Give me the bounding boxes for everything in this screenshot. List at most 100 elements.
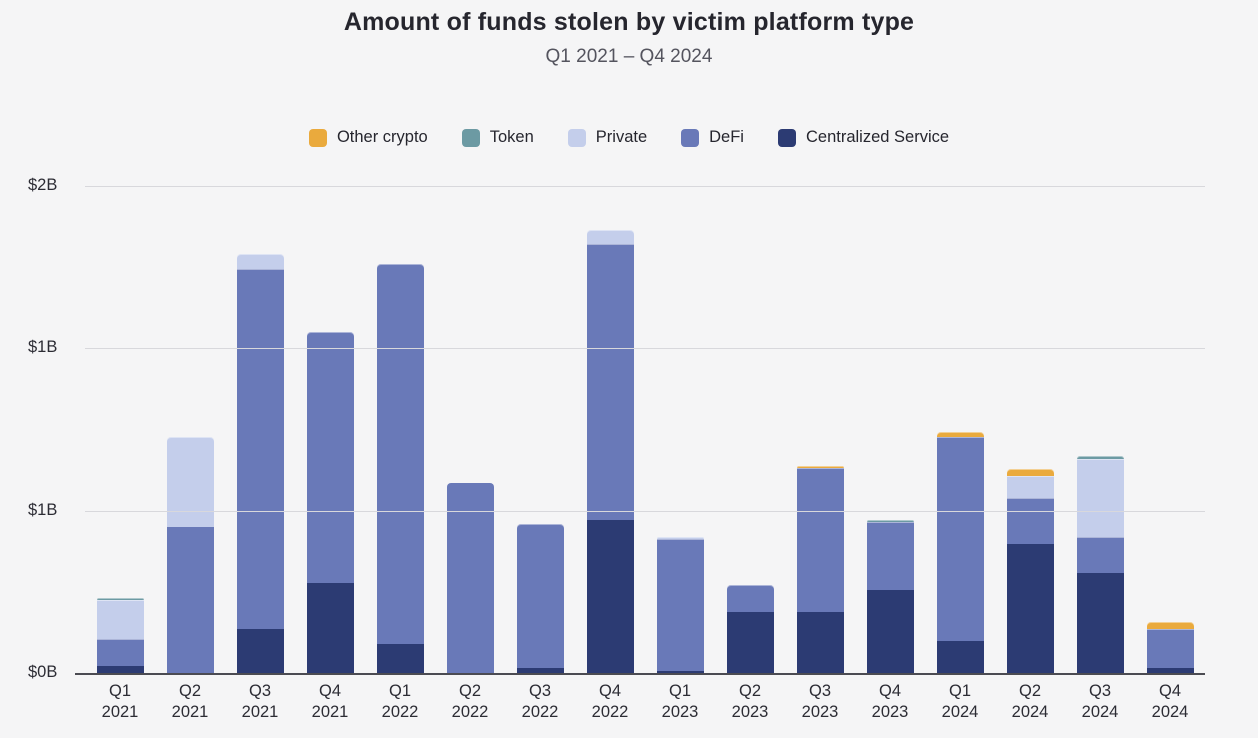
bar-segment-centralized-service xyxy=(1076,573,1124,673)
x-tick-quarter: Q3 xyxy=(808,682,831,700)
legend-swatch-icon xyxy=(308,128,327,147)
x-tick-label-q1-2022: Q1 2022 xyxy=(365,681,435,723)
bar-segment-other-crypto xyxy=(1146,621,1194,630)
bar-segment-other-crypto xyxy=(796,466,844,469)
bar-segment-defi xyxy=(1146,629,1194,669)
bar-segment-other-crypto xyxy=(936,431,984,437)
x-tick-year: 2022 xyxy=(521,703,559,722)
bar-segment-centralized-service xyxy=(1146,668,1194,673)
x-tick-year: 2024 xyxy=(1151,703,1189,722)
bar-segment-private xyxy=(1076,458,1124,537)
bar-segment-centralized-service xyxy=(96,665,144,673)
plot-area xyxy=(75,186,1205,675)
bar-segment-defi xyxy=(516,524,564,669)
x-tick-quarter: Q1 xyxy=(388,682,411,700)
x-tick-label-q3-2021: Q3 2021 xyxy=(225,681,295,723)
bar-segment-private xyxy=(656,536,704,540)
legend-item-other-crypto: Other crypto xyxy=(308,128,428,147)
bar-stack xyxy=(376,263,424,673)
bar-stack xyxy=(236,254,284,673)
bar-stack xyxy=(446,483,494,673)
x-tick-year: 2021 xyxy=(171,703,209,722)
bar-segment-defi xyxy=(236,268,284,630)
bar-slot-q4-2023 xyxy=(855,186,925,673)
bar-slot-q2-2023 xyxy=(715,186,785,673)
bar-stack xyxy=(726,585,774,673)
legend-swatch-icon xyxy=(681,128,700,147)
x-tick-quarter: Q2 xyxy=(1018,682,1041,700)
bar-segment-token xyxy=(1076,456,1124,459)
bar-segment-defi xyxy=(96,638,144,666)
bar-slot-q2-2022 xyxy=(435,186,505,673)
bar-stack xyxy=(656,536,704,673)
legend-label: DeFi xyxy=(709,128,744,146)
x-tick-quarter: Q1 xyxy=(668,682,691,700)
bar-segment-centralized-service xyxy=(1006,543,1054,673)
x-tick-year: 2021 xyxy=(241,703,279,722)
bar-slot-q1-2021 xyxy=(85,186,155,673)
bars-container xyxy=(85,186,1205,673)
x-tick-year: 2023 xyxy=(661,703,699,722)
bar-segment-private xyxy=(236,254,284,269)
bar-segment-defi xyxy=(866,522,914,591)
bar-segment-centralized-service xyxy=(726,612,774,673)
bar-slot-q1-2023 xyxy=(645,186,715,673)
x-tick-quarter: Q3 xyxy=(1088,682,1111,700)
x-tick-year: 2024 xyxy=(1011,703,1049,722)
bar-slot-q1-2024 xyxy=(925,186,995,673)
bar-segment-centralized-service xyxy=(236,629,284,673)
bar-stack xyxy=(796,466,844,673)
x-tick-quarter: Q2 xyxy=(738,682,761,700)
bar-slot-q4-2021 xyxy=(295,186,365,673)
legend-item-token: Token xyxy=(461,128,534,147)
bar-segment-defi xyxy=(936,436,984,642)
x-tick-year: 2022 xyxy=(591,703,629,722)
bar-stack xyxy=(96,597,144,673)
bar-segment-centralized-service xyxy=(306,582,354,673)
bar-segment-defi xyxy=(376,263,424,644)
gridline xyxy=(85,348,1205,350)
bar-slot-q3-2024 xyxy=(1065,186,1135,673)
x-tick-year: 2022 xyxy=(451,703,489,722)
x-tick-quarter: Q3 xyxy=(528,682,551,700)
x-tick-year: 2021 xyxy=(101,703,139,722)
x-tick-label-q3-2024: Q3 2024 xyxy=(1065,681,1135,723)
bar-stack xyxy=(936,431,984,673)
bar-segment-private xyxy=(96,599,144,639)
bar-segment-centralized-service xyxy=(586,519,634,673)
legend-swatch-icon xyxy=(567,128,586,147)
legend-item-private: Private xyxy=(567,128,648,147)
gridline xyxy=(85,510,1205,512)
bar-slot-q3-2022 xyxy=(505,186,575,673)
bar-segment-centralized-service xyxy=(936,641,984,673)
bar-segment-token xyxy=(866,519,914,523)
bar-slot-q4-2022 xyxy=(575,186,645,673)
x-tick-quarter: Q4 xyxy=(318,682,341,700)
x-axis-labels: Q1 2021 Q2 2021 Q3 2021 Q4 2021 Q1 2022 Q2 2022 Q3 20… xyxy=(85,681,1205,723)
x-tick-label-q2-2024: Q2 2024 xyxy=(995,681,1065,723)
legend-label: Other crypto xyxy=(336,128,428,146)
bar-segment-defi xyxy=(1006,497,1054,544)
legend-swatch-icon xyxy=(777,128,796,147)
bar-stack xyxy=(306,332,354,673)
x-tick-year: 2024 xyxy=(941,703,979,722)
x-tick-label-q3-2022: Q3 2022 xyxy=(505,681,575,723)
bar-stack xyxy=(586,229,634,673)
x-tick-quarter: Q2 xyxy=(458,682,481,700)
chart-subtitle: Q1 2021 – Q4 2024 xyxy=(545,46,713,67)
legend-label: Private xyxy=(595,128,648,146)
bar-slot-q4-2024 xyxy=(1135,186,1205,673)
x-tick-quarter: Q1 xyxy=(948,682,971,700)
x-tick-quarter: Q3 xyxy=(248,682,271,700)
legend-item-centralized-service: Centralized Service xyxy=(777,128,949,147)
x-tick-label-q3-2023: Q3 2023 xyxy=(785,681,855,723)
bar-segment-centralized-service xyxy=(866,590,914,673)
bar-segment-defi xyxy=(446,483,494,673)
bar-segment-defi xyxy=(656,539,704,671)
bar-slot-q3-2023 xyxy=(785,186,855,673)
legend-item-defi: DeFi xyxy=(681,128,744,147)
bar-segment-private xyxy=(1006,475,1054,498)
bar-segment-centralized-service xyxy=(376,643,424,673)
x-tick-year: 2023 xyxy=(731,703,769,722)
